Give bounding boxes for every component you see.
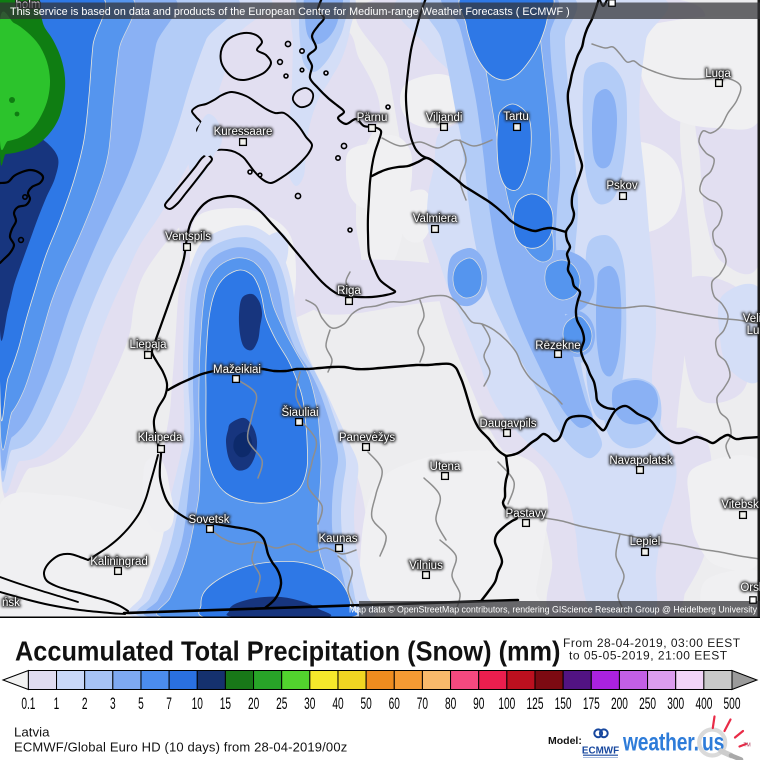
svg-text:Valmiera: Valmiera <box>413 213 458 225</box>
svg-text:Kaunas: Kaunas <box>318 533 357 545</box>
svg-text:70: 70 <box>417 694 429 712</box>
svg-text:90: 90 <box>473 694 485 712</box>
svg-text:7: 7 <box>166 694 172 712</box>
svg-text:Viljandi: Viljandi <box>426 112 463 124</box>
svg-text:50: 50 <box>360 694 372 712</box>
svg-text:Liepaja: Liepaja <box>129 339 167 351</box>
svg-text:Orsha: Orsha <box>740 582 760 594</box>
svg-text:Navapolatsk: Navapolatsk <box>609 455 673 467</box>
svg-text:Veli: Veli <box>743 313 760 325</box>
svg-text:Daugavpils: Daugavpils <box>480 418 537 430</box>
svg-text:to 05-05-2019, 21:00 EEST: to 05-05-2019, 21:00 EEST <box>569 649 728 663</box>
svg-text:Klaipeda: Klaipeda <box>138 432 183 444</box>
svg-text:weather.: weather. <box>622 728 699 756</box>
svg-text:Kaliningrad: Kaliningrad <box>90 556 148 568</box>
svg-text:Pskov: Pskov <box>606 180 638 192</box>
svg-text:Vitebsk: Vitebsk <box>721 499 759 511</box>
svg-text:Viljandi: Viljandi <box>426 112 463 124</box>
svg-text:80: 80 <box>445 694 457 712</box>
svg-text:Sovetsk: Sovetsk <box>189 514 230 526</box>
svg-text:Pärnu: Pärnu <box>357 112 388 124</box>
svg-text:Valmiera: Valmiera <box>413 213 458 225</box>
svg-text:Mažeikiai: Mažeikiai <box>213 364 261 376</box>
svg-text:Kaliningrad: Kaliningrad <box>90 556 148 568</box>
svg-text:Mažeikiai: Mažeikiai <box>213 364 261 376</box>
svg-text:Vilnius: Vilnius <box>409 560 443 572</box>
svg-text:Luga: Luga <box>705 68 731 80</box>
svg-text:Klaipeda: Klaipeda <box>138 432 183 444</box>
svg-text:Pastavy: Pastavy <box>506 508 547 520</box>
svg-text:Vitebsk: Vitebsk <box>721 499 759 511</box>
svg-text:150: 150 <box>555 694 572 712</box>
svg-text:40: 40 <box>332 694 344 712</box>
svg-text:Lepiel: Lepiel <box>630 536 661 548</box>
svg-text:ECMWF/Global Euro HD (10 days): ECMWF/Global Euro HD (10 days) from 28-0… <box>14 739 347 754</box>
svg-text:1: 1 <box>54 694 60 712</box>
svg-text:Rēzekne: Rēzekne <box>535 340 580 352</box>
svg-text:60: 60 <box>389 694 401 712</box>
svg-text:Model:: Model: <box>548 735 582 747</box>
svg-text:Navapolatsk: Navapolatsk <box>609 455 673 467</box>
svg-text:100: 100 <box>498 694 515 712</box>
svg-text:Lepiel: Lepiel <box>630 536 661 548</box>
svg-text:Kuressaare: Kuressaare <box>214 126 273 138</box>
svg-text:10: 10 <box>192 694 204 712</box>
svg-text:ńsk: ńsk <box>2 597 20 609</box>
svg-text:Lu: Lu <box>747 325 760 337</box>
svg-text:us: us <box>702 728 724 756</box>
svg-text:Utena: Utena <box>430 461 461 473</box>
svg-text:175: 175 <box>583 694 600 712</box>
svg-text:Riga: Riga <box>337 285 361 297</box>
svg-text:Map data © OpenStreetMap contr: Map data © OpenStreetMap contributors, r… <box>349 605 758 615</box>
svg-text:This service is based on data: This service is based on data and produc… <box>10 6 570 18</box>
svg-text:Kuressaare: Kuressaare <box>214 126 273 138</box>
svg-text:0.1: 0.1 <box>21 694 35 712</box>
svg-text:200: 200 <box>611 694 628 712</box>
svg-text:300: 300 <box>667 694 684 712</box>
svg-text:500: 500 <box>724 694 741 712</box>
svg-text:25: 25 <box>276 694 288 712</box>
svg-text:Daugavpils: Daugavpils <box>480 418 537 430</box>
svg-text:From 28-04-2019, 03:00 EEST: From 28-04-2019, 03:00 EEST <box>563 636 741 650</box>
svg-text:30: 30 <box>304 694 316 712</box>
svg-text:Tartu: Tartu <box>503 111 529 123</box>
svg-text:Šiauliai: Šiauliai <box>281 406 318 419</box>
svg-text:Ventspils: Ventspils <box>165 231 211 243</box>
svg-text:Tartu: Tartu <box>503 111 529 123</box>
svg-text:15: 15 <box>220 694 232 712</box>
svg-text:125: 125 <box>527 694 544 712</box>
svg-text:Lu: Lu <box>747 325 760 337</box>
svg-text:Pärnu: Pärnu <box>357 112 388 124</box>
svg-text:Sovetsk: Sovetsk <box>189 514 230 526</box>
svg-text:ńsk: ńsk <box>2 597 20 609</box>
svg-text:Pskov: Pskov <box>606 180 638 192</box>
svg-text:Liepaja: Liepaja <box>129 339 167 351</box>
svg-text:Luga: Luga <box>705 68 731 80</box>
svg-text:Riga: Riga <box>337 285 361 297</box>
svg-text:TM: TM <box>744 743 751 749</box>
svg-text:Šiauliai: Šiauliai <box>281 406 318 419</box>
svg-text:ECMWF: ECMWF <box>582 745 619 756</box>
svg-text:Utena: Utena <box>430 461 461 473</box>
svg-text:Veli: Veli <box>743 313 760 325</box>
svg-text:250: 250 <box>639 694 656 712</box>
svg-text:Accumulated Total Precipitatio: Accumulated Total Precipitation (Snow) (… <box>15 635 560 666</box>
svg-text:2: 2 <box>82 694 88 712</box>
svg-text:Vilnius: Vilnius <box>409 560 443 572</box>
svg-text:Ventspils: Ventspils <box>165 231 211 243</box>
svg-text:3: 3 <box>110 694 116 712</box>
svg-text:Kaunas: Kaunas <box>318 533 357 545</box>
svg-text:400: 400 <box>695 694 712 712</box>
svg-text:Orsha: Orsha <box>740 582 760 594</box>
svg-text:5: 5 <box>138 694 144 712</box>
svg-text:Panevėžys: Panevėžys <box>339 432 396 444</box>
svg-text:Panevėžys: Panevėžys <box>339 432 396 444</box>
svg-text:Pastavy: Pastavy <box>506 508 547 520</box>
svg-text:Rēzekne: Rēzekne <box>535 340 580 352</box>
svg-text:Latvia: Latvia <box>14 725 50 740</box>
svg-text:20: 20 <box>248 694 260 712</box>
